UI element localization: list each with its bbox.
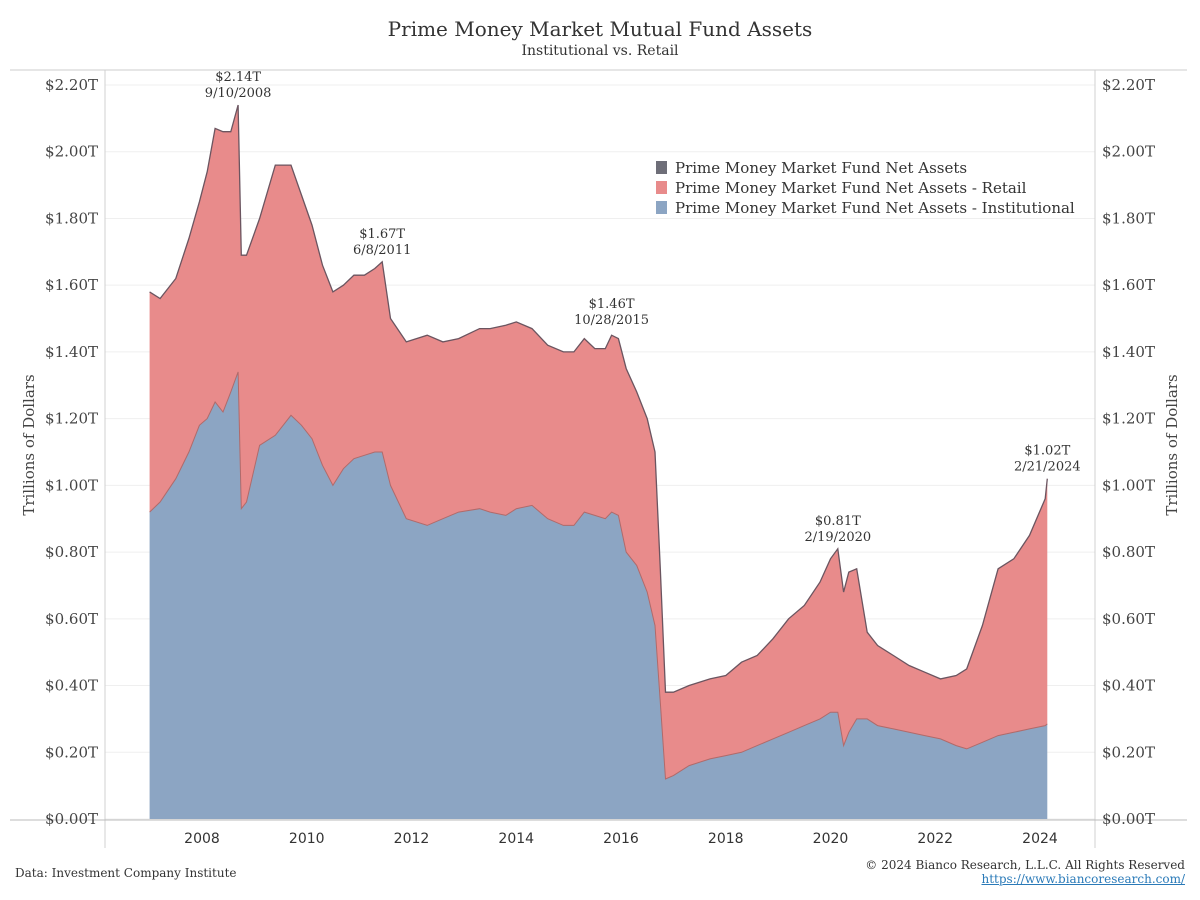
x-tick-label: 2016 (603, 831, 639, 847)
institutional-line (149, 371, 1048, 780)
peak-value-label: $1.67T (359, 227, 405, 242)
y-axis-right: $0.00T $0.20T $0.40T $0.60T $0.80T $1.00T $1.2… (1102, 76, 1155, 828)
x-tick-label: 2018 (708, 831, 744, 847)
x-tick-label: 2008 (184, 831, 220, 847)
x-tick-label: 2014 (498, 831, 534, 847)
y-tick-label-left: $1.20T (45, 410, 98, 428)
y-tick-label-right: $1.40T (1102, 343, 1155, 361)
institutional-area (149, 371, 1048, 819)
legend-swatch (656, 161, 667, 174)
legend-swatch (656, 201, 667, 214)
total-line (149, 104, 1048, 693)
y-axis-label-left: Trillions of Dollars (20, 374, 38, 515)
stacked-areas (149, 104, 1048, 819)
y-tick-label-left: $1.60T (45, 276, 98, 294)
data-source: Data: Investment Company Institute (15, 866, 237, 880)
legend-label: Prime Money Market Fund Net Assets - Ins… (675, 199, 1075, 217)
copyright-text: © 2024 Bianco Research, L.L.C. All Right… (865, 858, 1185, 872)
x-tick-label: 2020 (813, 831, 849, 847)
peak-date-label: 9/10/2008 (205, 86, 272, 101)
retail-area (149, 105, 1048, 779)
chart-subtitle: Institutional vs. Retail (521, 43, 679, 59)
chart-title: Prime Money Market Mutual Fund Assets (387, 17, 813, 41)
y-tick-label-left: $2.20T (45, 76, 98, 94)
y-tick-label-left: $0.60T (45, 610, 98, 628)
peak-value-label: $0.81T (815, 514, 861, 529)
y-tick-label-left: $2.00T (45, 143, 98, 161)
y-tick-label-left: $0.40T (45, 677, 98, 695)
y-tick-label-left: $0.20T (45, 743, 98, 761)
y-tick-label-right: $1.20T (1102, 410, 1155, 428)
y-tick-label-left: $0.80T (45, 543, 98, 561)
peak-date-label: 10/28/2015 (574, 313, 649, 328)
y-tick-label-right: $0.00T (1102, 810, 1155, 828)
x-tick-label: 2024 (1022, 831, 1058, 847)
y-axis-label-right: Trillions of Dollars (1163, 374, 1181, 515)
y-tick-label-right: $0.20T (1102, 743, 1155, 761)
y-tick-label-right: $0.60T (1102, 610, 1155, 628)
y-tick-label-left: $1.00T (45, 476, 98, 494)
chart-frame (10, 69, 1187, 848)
x-tick-label: 2012 (394, 831, 430, 847)
website-link[interactable]: https://www.biancoresearch.com/ (981, 872, 1185, 886)
x-tick-label: 2010 (289, 831, 325, 847)
y-tick-label-right: $2.20T (1102, 76, 1155, 94)
y-tick-label-right: $0.80T (1102, 543, 1155, 561)
y-tick-label-right: $1.80T (1102, 209, 1155, 227)
peak-date-label: 2/21/2024 (1014, 460, 1081, 475)
legend-label: Prime Money Market Fund Net Assets (675, 159, 967, 177)
peak-date-label: 6/8/2011 (353, 243, 411, 258)
footer-credits: © 2024 Bianco Research, L.L.C. All Right… (865, 858, 1185, 886)
peak-value-label: $1.02T (1024, 444, 1070, 459)
peak-date-label: 2/19/2020 (804, 530, 871, 545)
legend-label: Prime Money Market Fund Net Assets - Ret… (675, 179, 1027, 197)
y-tick-label-right: $0.40T (1102, 677, 1155, 695)
y-tick-label-right: $1.60T (1102, 276, 1155, 294)
y-tick-label-left: $1.40T (45, 343, 98, 361)
peak-value-label: $1.46T (589, 297, 635, 312)
x-tick-label: 2022 (917, 831, 953, 847)
y-axis-left: $0.00T $0.20T $0.40T $0.60T $0.80T $1.00T $1.2… (45, 76, 98, 828)
peak-value-label: $2.14T (215, 70, 261, 85)
x-axis: 2008 2010 2012 2014 2016 2018 2020 2022 2024 (184, 831, 1058, 847)
legend-swatch (656, 181, 667, 194)
y-tick-label-left: $1.80T (45, 209, 98, 227)
y-tick-label-right: $2.00T (1102, 143, 1155, 161)
legend: Prime Money Market Fund Net Assets Prime … (656, 159, 1075, 217)
y-tick-label-right: $1.00T (1102, 476, 1155, 494)
y-tick-label-left: $0.00T (45, 810, 98, 828)
